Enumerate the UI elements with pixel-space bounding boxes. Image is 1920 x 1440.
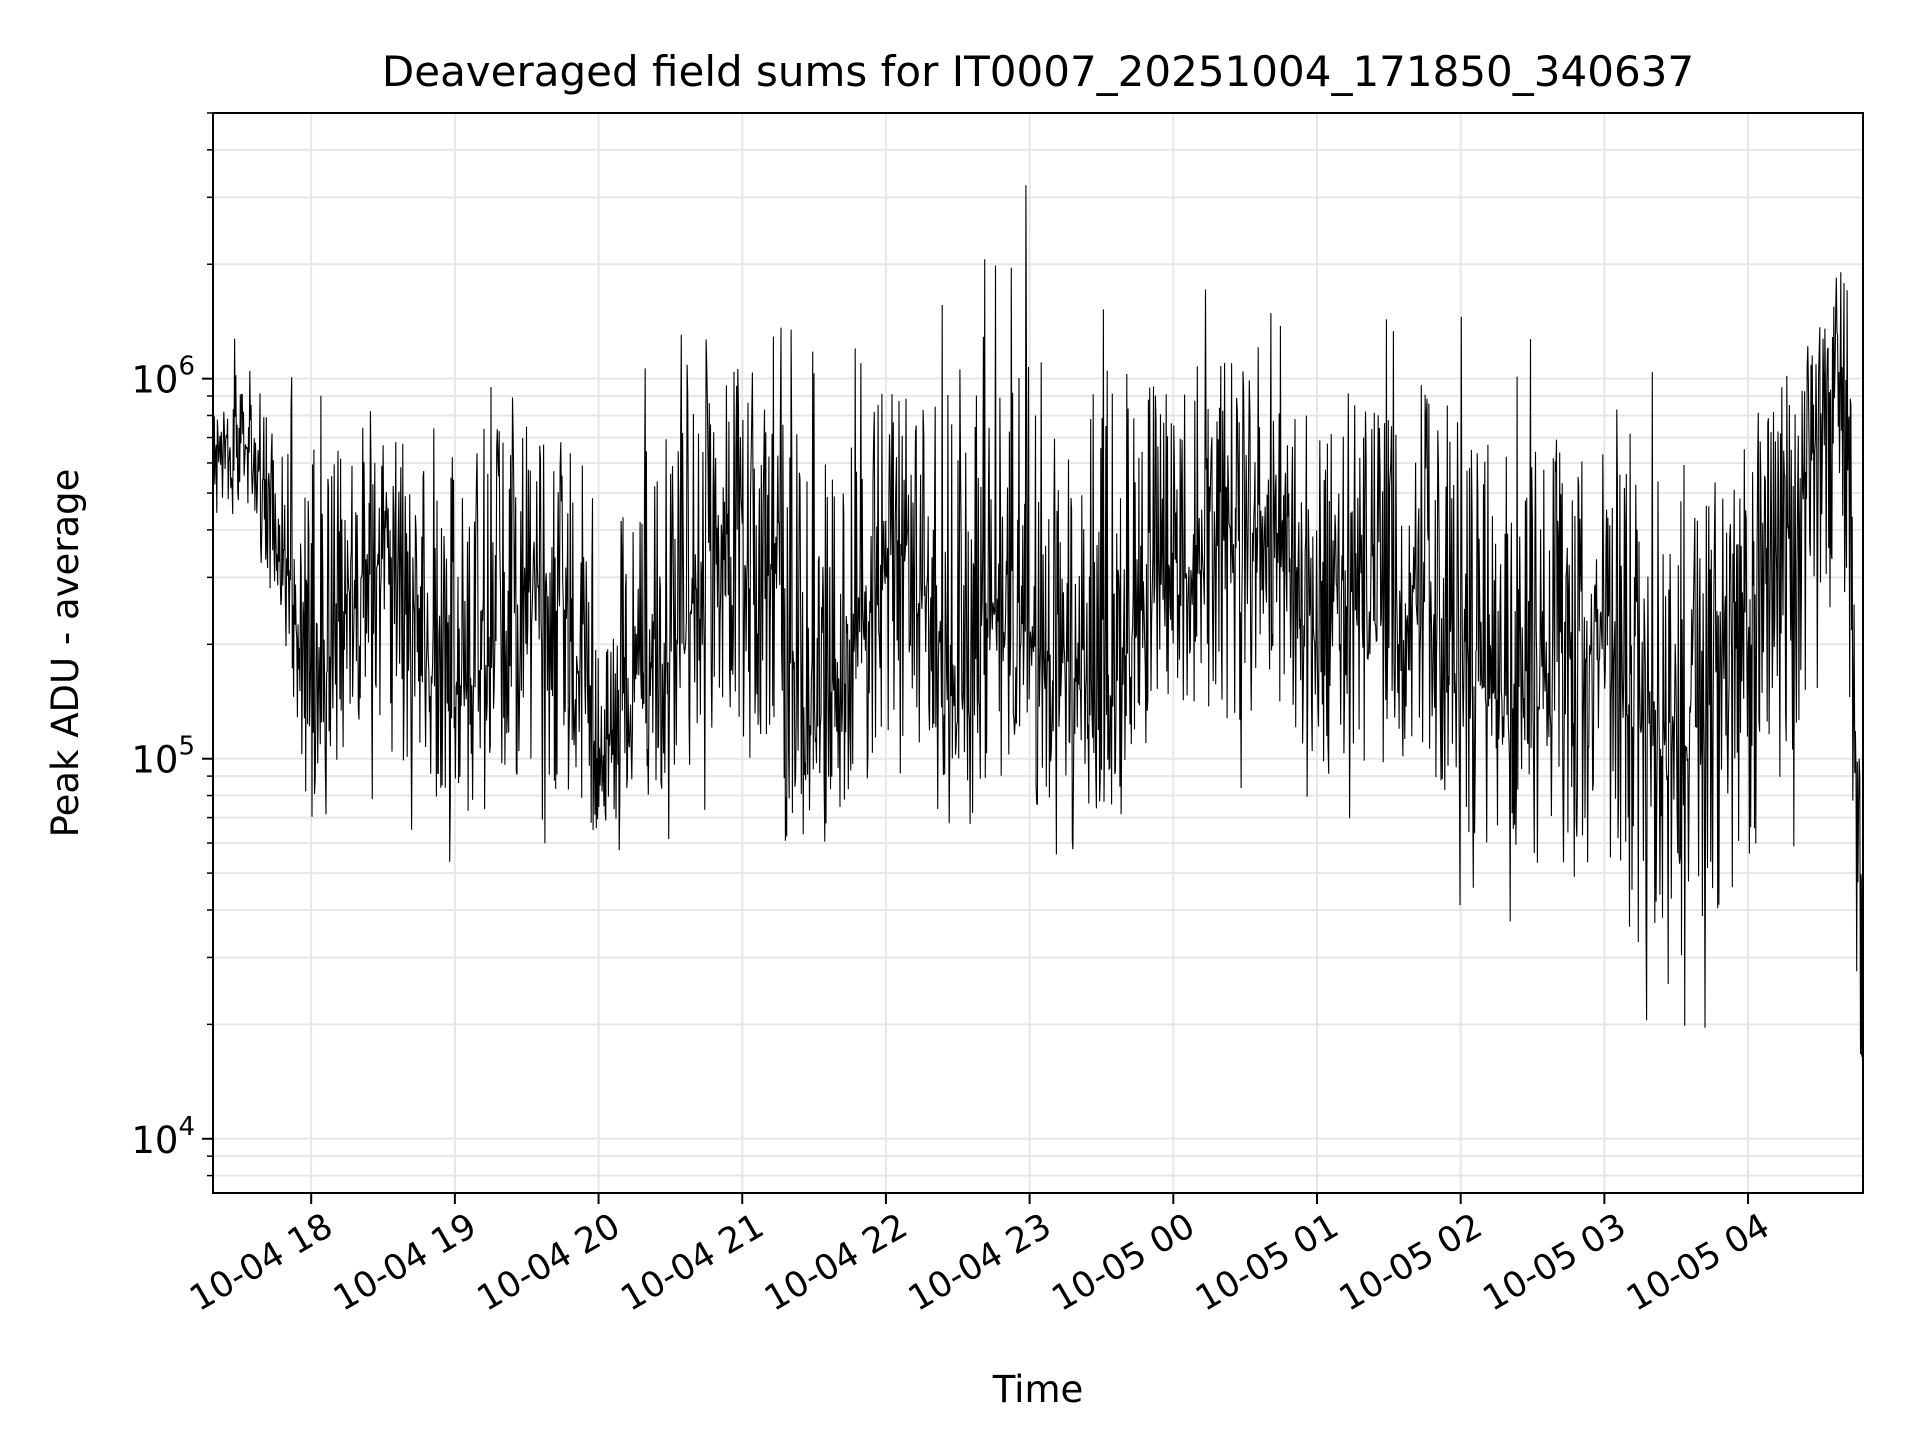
y-tick-label: 106 [131, 352, 195, 402]
y-tick-label: 104 [131, 1112, 195, 1162]
chart-title: Deaveraged field sums for IT0007_2025100… [382, 47, 1694, 96]
x-axis-label: Time [992, 1368, 1084, 1411]
y-tick-label: 105 [131, 732, 195, 782]
y-axis: 104 105 106 [131, 112, 213, 1177]
y-axis-label: Peak ADU - average [44, 469, 87, 838]
plot-frame [212, 112, 1864, 1194]
series-line [212, 185, 1864, 1057]
data-series [212, 185, 1864, 1057]
